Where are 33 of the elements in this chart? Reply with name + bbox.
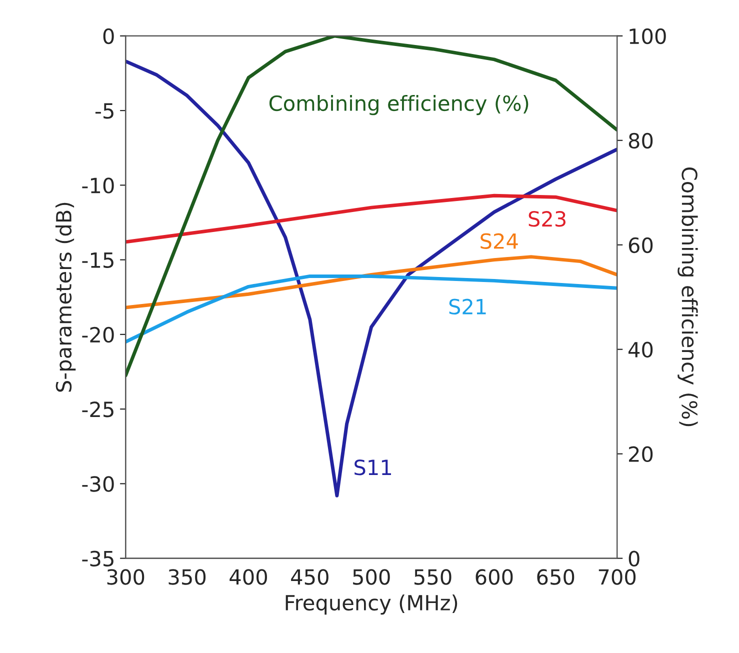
y2-tick-label: 20: [629, 446, 653, 462]
y-tick-label: -20: [82, 326, 114, 343]
series-label: S21: [449, 298, 486, 315]
series-label: S11: [354, 460, 391, 476]
y-axis-title: S-parameters (dB): [55, 202, 76, 392]
y2-axis-title: Combining efficiency (%): [678, 167, 698, 426]
x-axis-title: Frequency (MHz): [286, 594, 458, 615]
series-label: S24: [480, 233, 518, 249]
y-tick-label: -30: [82, 476, 114, 492]
x-tick-label: 350: [168, 569, 206, 585]
y2-tick-label: 100: [630, 28, 666, 44]
y-tick-label: -5: [95, 103, 114, 119]
line-series: [126, 60, 618, 498]
y-tick-label: 0: [103, 28, 114, 44]
x-tick-label: 500: [353, 569, 390, 585]
y-tick-label: -10: [82, 178, 114, 194]
x-tick-label: 400: [230, 569, 267, 585]
x-tick-label: 700: [598, 569, 636, 585]
y2-tick-label: 60: [628, 237, 653, 254]
series-label: Combining efficiency (%): [269, 94, 528, 116]
y-tick-label: -25: [82, 402, 114, 418]
x-tick-label: 300: [107, 569, 144, 585]
x-tick-label: 600: [476, 569, 513, 585]
y2-tick-label: 40: [628, 342, 653, 358]
y2-tick-label: 80: [628, 132, 653, 149]
y2-tick-label: 0: [628, 550, 640, 567]
y-tick-label: -15: [82, 252, 114, 268]
x-tick-label: 650: [537, 569, 574, 585]
x-tick-label: 550: [414, 569, 452, 585]
line-series: [126, 274, 618, 344]
x-tick-label: 450: [291, 569, 328, 585]
y-tick-label: -35: [82, 550, 114, 567]
series-label: S23: [528, 211, 566, 227]
